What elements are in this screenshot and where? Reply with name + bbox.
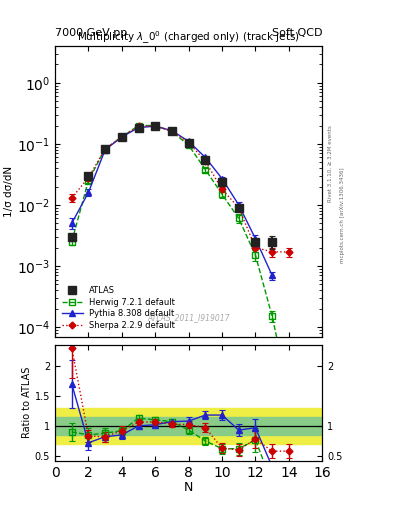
Y-axis label: 1/σ dσ/dN: 1/σ dσ/dN — [4, 166, 14, 217]
Text: ATLAS_2011_I919017: ATLAS_2011_I919017 — [147, 313, 230, 322]
Title: Multiplicity $\lambda\_0^0$ (charged only) (track jets): Multiplicity $\lambda\_0^0$ (charged onl… — [77, 30, 300, 46]
Legend: ATLAS, Herwig 7.2.1 default, Pythia 8.308 default, Sherpa 2.2.9 default: ATLAS, Herwig 7.2.1 default, Pythia 8.30… — [59, 284, 178, 332]
Y-axis label: Ratio to ATLAS: Ratio to ATLAS — [22, 367, 32, 438]
Text: Rivet 3.1.10, ≥ 3.2M events: Rivet 3.1.10, ≥ 3.2M events — [328, 125, 333, 202]
Bar — [55, 417, 322, 435]
Text: 7000 GeV pp: 7000 GeV pp — [55, 28, 127, 38]
Bar — [55, 408, 322, 444]
Text: Soft QCD: Soft QCD — [272, 28, 322, 38]
Text: mcplots.cern.ch [arXiv:1306.3436]: mcplots.cern.ch [arXiv:1306.3436] — [340, 167, 345, 263]
X-axis label: N: N — [184, 481, 193, 494]
